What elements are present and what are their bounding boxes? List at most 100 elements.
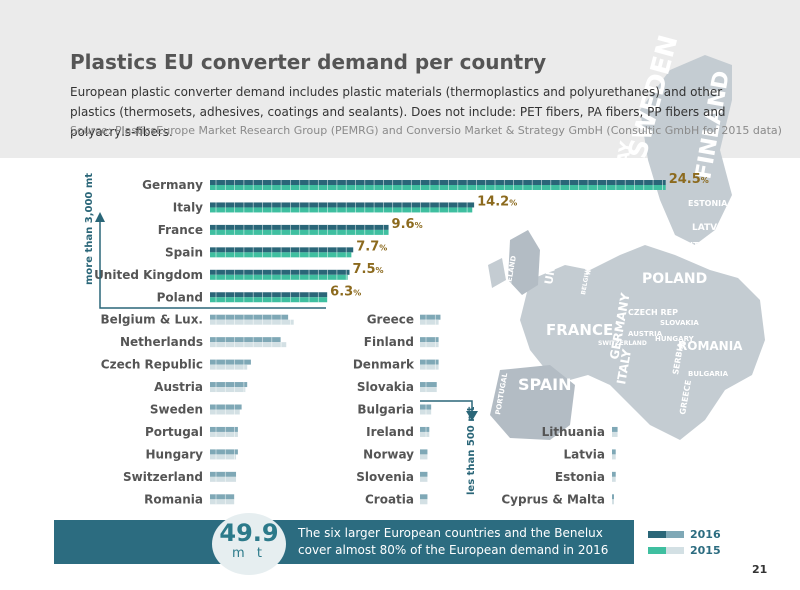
country-label-lithuania: Lithuania	[542, 425, 605, 439]
country-label-latvia: Latvia	[563, 447, 605, 461]
country-label-portugal: Portugal	[145, 425, 203, 439]
country-label-slovenia: Slovenia	[356, 470, 414, 484]
bar-2015-cyprus-malta	[612, 499, 614, 505]
data-label-france: 9.6%	[392, 217, 423, 232]
bar-2015-switzerland	[210, 476, 237, 482]
bar-2015-hungary	[210, 454, 237, 460]
country-label-slovakia: Slovakia	[357, 380, 414, 394]
bar-2015-lithuania	[612, 431, 618, 437]
bar-2016-bulgaria	[420, 404, 432, 410]
map-label-austria: AUSTRIA	[628, 330, 663, 338]
bar-ticks-netherlands	[215, 337, 282, 348]
country-label-switzerland: Switzerland	[123, 470, 203, 484]
bar-ticks-spain	[215, 247, 347, 258]
bar-2016-czech-republic	[210, 359, 251, 365]
map-label-slovakia: SLOVAKIA	[660, 319, 699, 327]
bar-2015-germany	[210, 185, 666, 190]
country-label-sweden: Sweden	[150, 403, 203, 417]
country-label-italy: Italy	[173, 200, 203, 214]
legend-swatch-2015-light	[666, 547, 684, 554]
bar-2015-portugal	[210, 431, 238, 437]
bar-ticks-poland	[215, 292, 319, 303]
country-label-hungary: Hungary	[145, 447, 203, 461]
country-label-bulgaria: Bulgaria	[357, 403, 414, 417]
legend-label-2016: 2016	[690, 528, 721, 541]
bar-ticks-france	[215, 224, 384, 235]
bar-2015-united-kingdom	[210, 274, 348, 280]
country-label-denmark: Denmark	[353, 358, 415, 372]
bar-ticks-germany	[215, 180, 663, 190]
map-mainland-shape	[520, 245, 765, 440]
bar-2015-finland	[420, 342, 439, 348]
bar-2016-norway	[420, 449, 428, 455]
legend-swatch-2016-dark	[648, 531, 666, 538]
bar-ticks-austria	[215, 382, 245, 393]
bar-2016-austria	[210, 382, 248, 388]
page-number: 21	[752, 563, 768, 576]
map-ireland-shape	[488, 258, 506, 288]
bar-2015-slovakia	[420, 387, 437, 393]
legend-swatch-2015-dark	[648, 547, 666, 554]
country-label-finland: Finland	[364, 335, 414, 349]
bar-2015-slovenia	[420, 476, 428, 482]
bar-2015-france	[210, 229, 389, 235]
map-label-romania: ROMANIA	[678, 339, 743, 353]
country-label-estonia: Estonia	[555, 470, 605, 484]
bar-2016-slovakia	[420, 382, 437, 388]
bar-2016-italy	[210, 202, 475, 208]
bar-ticks-italy	[215, 202, 468, 213]
country-label-austria: Austria	[154, 380, 203, 394]
bar-2015-croatia	[420, 499, 428, 505]
bar-2015-czech-republic	[210, 364, 248, 370]
country-label-romania: Romania	[144, 492, 203, 506]
bar-chart: Germany 24.5% Italy 14.2% France 9.6% Spain 7.7…	[84, 172, 709, 506]
country-label-ireland: Ireland	[366, 425, 414, 439]
legend-label-2015: 2015	[690, 544, 721, 557]
bar-ticks-switzerland	[215, 471, 226, 482]
bar-ticks-united-kingdom	[215, 269, 347, 280]
bar-ticks-romania	[215, 494, 226, 505]
data-label-germany: 24.5%	[669, 172, 709, 187]
europe-map: SWEDENFINLANDNORWAYESTONIALATVIALITHUANI…	[488, 32, 765, 440]
bar-2016-latvia	[612, 449, 616, 455]
data-label-italy: 14.2%	[477, 194, 517, 209]
data-label-spain: 7.7%	[356, 239, 387, 254]
country-label-united-kingdom: United Kingdom	[94, 268, 203, 282]
map-label-italy: ITALY	[614, 348, 634, 386]
bar-2016-sweden	[210, 404, 242, 410]
bar-2016-spain	[210, 247, 354, 253]
total-value: 49.9	[219, 519, 279, 547]
bar-2015-greece	[420, 319, 439, 325]
bar-ticks-hungary	[215, 449, 235, 460]
large-group-label: more than 3,000 mt	[84, 173, 95, 285]
footer-text: The six larger European countries and th…	[298, 526, 609, 557]
bar-2015-denmark	[420, 364, 439, 370]
bar-2016-belgium-lux	[210, 314, 289, 320]
country-label-greece: Greece	[367, 313, 414, 327]
country-label-germany: Germany	[142, 178, 203, 192]
bar-2016-romania	[210, 494, 235, 500]
bar-2016-denmark	[420, 359, 439, 365]
data-label-poland: 6.3%	[330, 284, 361, 299]
map-label-latvia: LATVIA	[692, 223, 727, 233]
country-label-spain: Spain	[165, 245, 203, 259]
legend-swatch-2016-light	[666, 531, 684, 538]
bar-2016-germany	[210, 180, 666, 185]
legend-item-2016: 2016	[648, 528, 768, 542]
bar-2016-united-kingdom	[210, 269, 350, 275]
bar-2015-romania	[210, 499, 235, 505]
small-group-bracket	[420, 400, 473, 413]
data-label-united-kingdom: 7.5%	[353, 262, 384, 277]
country-label-france: France	[158, 223, 203, 237]
source-note: Source: PlasticsEurope Market Research G…	[70, 124, 782, 137]
bar-2016-hungary	[210, 449, 238, 455]
page-title: Plastics EU converter demand per country	[70, 50, 547, 74]
bar-ticks-denmark	[425, 359, 436, 370]
bar-2016-cyprus-malta	[612, 494, 614, 500]
small-group-arrow-icon	[466, 411, 478, 421]
bar-2016-poland	[210, 292, 328, 298]
map-label-lithuania: LITHUANIA	[685, 241, 734, 250]
bar-ticks-czech-republic	[215, 359, 245, 370]
map-label-poland: POLAND	[642, 271, 707, 287]
bar-2015-latvia	[612, 454, 616, 460]
